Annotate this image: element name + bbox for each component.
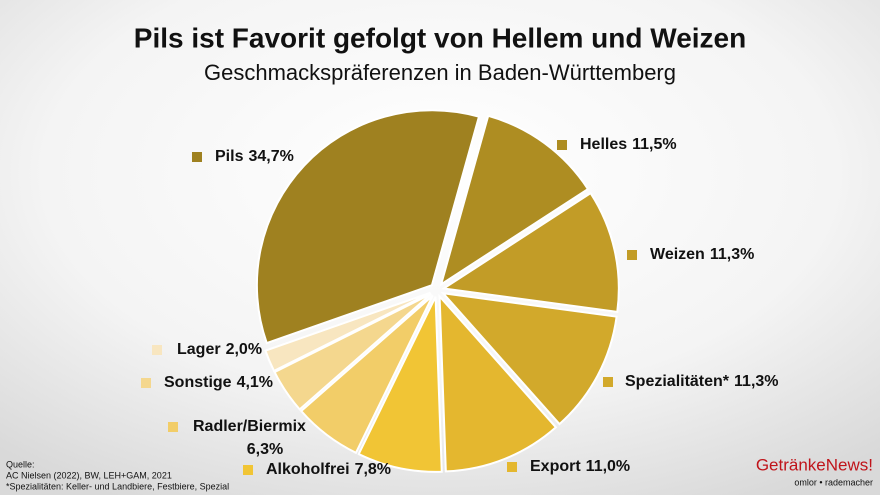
legend-marker	[152, 345, 162, 355]
pie-slice	[439, 114, 590, 287]
slice-label: Sonstige 4,1%	[164, 374, 273, 391]
value-label: 2,0%	[226, 341, 262, 358]
legend-marker	[507, 462, 517, 472]
pie-slice	[440, 291, 618, 426]
source: AC Nielsen (2022), BW, LEH+GAM, 2021	[6, 470, 172, 480]
slice-label: Helles 11,5%	[580, 136, 677, 153]
legend-marker	[243, 465, 253, 475]
category-label: Export	[530, 458, 581, 475]
value-label: 7,8%	[355, 461, 391, 478]
category-label: Alkoholfrei	[266, 461, 350, 478]
slice-label: Alkoholfrei 7,8%	[266, 461, 391, 478]
pie-slice	[255, 109, 481, 345]
value-label: 34,7%	[248, 148, 293, 165]
chart-subtitle: Geschmackspräferenzen in Baden-Württembe…	[204, 60, 676, 85]
value-label: 11,3%	[710, 246, 754, 263]
category-label: Radler/Biermix	[193, 418, 306, 435]
category-label: Spezialitäten*	[625, 373, 730, 390]
chart-title: Pils ist Favorit gefolgt von Hellem und …	[134, 22, 746, 53]
slice-label: Spezialitäten* 11,3%	[625, 373, 779, 390]
category-label: Helles	[580, 136, 627, 153]
category-label: Pils	[215, 148, 244, 165]
slice-label: Weizen 11,3%	[650, 246, 754, 263]
legend-marker	[627, 250, 637, 260]
value-label: 4,1%	[237, 374, 273, 391]
legend-marker	[603, 377, 613, 387]
pie-slice	[299, 294, 434, 455]
legend-marker	[192, 152, 202, 162]
category-label: Sonstige	[164, 374, 232, 391]
value-label: 11,0%	[586, 458, 630, 475]
legend-marker	[557, 140, 567, 150]
category-label: Lager	[177, 341, 221, 358]
slice-label: Radler/Biermix	[193, 418, 306, 435]
slice-label: Lager 2,0%	[177, 341, 262, 358]
pie-slice	[357, 296, 443, 473]
pie-slice	[264, 291, 431, 373]
value-label: 11,3%	[734, 373, 778, 390]
pie-slice	[441, 191, 620, 313]
category-label: Weizen	[650, 246, 705, 263]
legend-marker	[141, 378, 151, 388]
source: *Spezialitäten: Keller- und Landbiere, F…	[6, 481, 229, 491]
slice-label: Pils 34,7%	[215, 148, 294, 165]
value-label: 6,3%	[247, 441, 283, 458]
pie-slice	[438, 293, 558, 473]
logo-tagline: omlor • rademacher	[794, 477, 873, 487]
pie-slice	[273, 293, 432, 411]
slice-label: Export 11,0%	[530, 458, 630, 475]
source: Quelle:	[6, 459, 35, 469]
logo: GetränkeNews!	[756, 455, 873, 474]
value-label: 11,5%	[632, 136, 676, 153]
legend-marker	[168, 422, 178, 432]
